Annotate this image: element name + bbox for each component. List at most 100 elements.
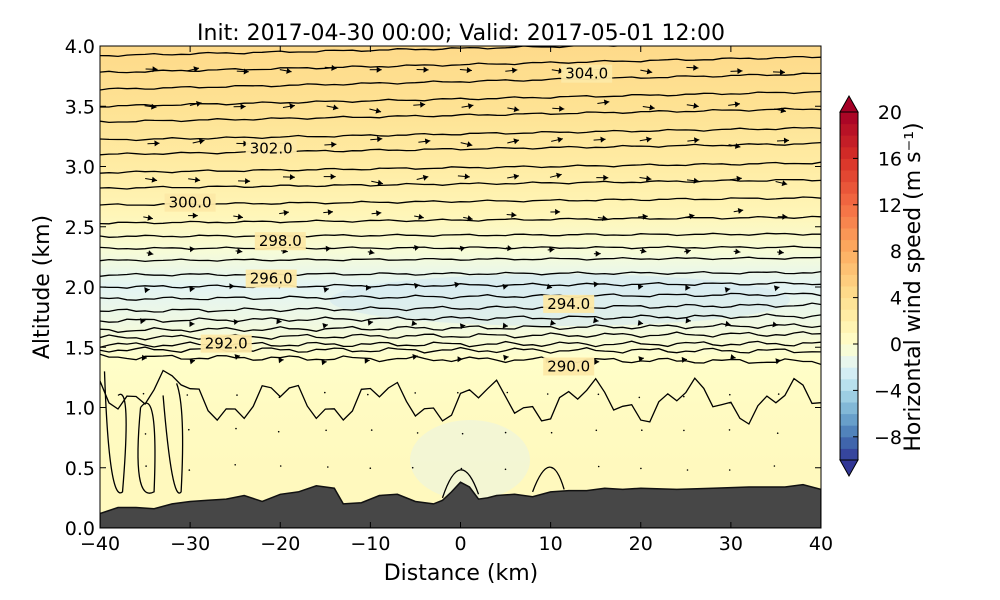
wind-vector bbox=[233, 213, 244, 220]
closed-contour-loop bbox=[531, 466, 565, 493]
wind-vector bbox=[324, 64, 337, 71]
wind-vector bbox=[504, 468, 507, 471]
wind-vector bbox=[772, 69, 786, 76]
wind-vector bbox=[234, 354, 241, 360]
colorbar-segment bbox=[840, 262, 858, 275]
colorbar-segment bbox=[840, 297, 858, 310]
theta-contour-line bbox=[100, 161, 821, 174]
y-tick-label: 1.5 bbox=[65, 337, 95, 359]
wind-vector bbox=[326, 104, 339, 111]
wind-vector bbox=[235, 248, 243, 255]
colorbar-segment bbox=[840, 367, 858, 380]
wind-vector bbox=[458, 245, 466, 252]
wind-vector bbox=[686, 64, 699, 71]
closed-contour-loop bbox=[441, 469, 480, 499]
closed-contour-loop bbox=[137, 402, 156, 494]
wind-vector bbox=[186, 394, 189, 396]
theta-contour-line bbox=[100, 107, 821, 124]
wind-vector bbox=[729, 175, 742, 182]
colorbar-segment bbox=[840, 286, 858, 299]
wind-vector bbox=[549, 172, 562, 179]
terrain bbox=[100, 481, 821, 528]
wind-vector bbox=[773, 465, 776, 467]
wind-vector bbox=[279, 465, 282, 467]
boundary-layer-contour bbox=[100, 369, 821, 425]
x-tick-label: 30 bbox=[719, 533, 743, 555]
colorbar-segment bbox=[840, 332, 858, 345]
wind-vector bbox=[147, 140, 160, 147]
wind-vector bbox=[364, 357, 370, 364]
wind-vector bbox=[370, 429, 373, 431]
wind-vector bbox=[728, 429, 731, 431]
wind-vector bbox=[552, 105, 565, 112]
wind-vector bbox=[547, 246, 555, 253]
wind-vector bbox=[505, 67, 518, 74]
colorbar-frame bbox=[839, 111, 859, 461]
wind-vector bbox=[459, 67, 472, 74]
wind-vector bbox=[773, 285, 780, 292]
wind-vector bbox=[460, 467, 463, 470]
wind-vector bbox=[188, 246, 195, 253]
wind-vector bbox=[505, 245, 513, 252]
wind-vector bbox=[776, 137, 790, 144]
wind-vector bbox=[641, 429, 643, 432]
colorbar-segment bbox=[840, 355, 858, 368]
wind-vector bbox=[324, 141, 337, 148]
wind-vector bbox=[146, 250, 154, 257]
wind-vector bbox=[416, 174, 429, 181]
wind-vector bbox=[229, 283, 235, 290]
wind-vector bbox=[145, 176, 158, 183]
contour-label-bg bbox=[245, 269, 297, 288]
wind-vector bbox=[639, 247, 647, 254]
wind-vector bbox=[777, 213, 788, 220]
wind-vector bbox=[279, 209, 289, 216]
colorbar-segment bbox=[840, 112, 858, 125]
colorbar-segment bbox=[840, 413, 858, 426]
wind-vector bbox=[457, 356, 463, 363]
wind-vector bbox=[411, 466, 414, 469]
wind-vector bbox=[507, 138, 520, 145]
contour-label-bg bbox=[164, 193, 216, 212]
wind-vector bbox=[142, 392, 145, 395]
y-axis-label: Altitude (km) bbox=[30, 215, 55, 359]
theta-contour-line bbox=[100, 55, 821, 74]
wind-vector bbox=[143, 214, 153, 221]
wind-vector bbox=[412, 354, 418, 360]
wind-vector bbox=[593, 136, 606, 143]
wind-vector bbox=[188, 212, 198, 219]
contour-label: 302.0 bbox=[250, 139, 293, 157]
colorbar-segment bbox=[840, 448, 858, 461]
wind-vector bbox=[282, 103, 295, 110]
wind-vector bbox=[685, 284, 691, 291]
contour-label: 296.0 bbox=[250, 270, 293, 288]
wind-vector bbox=[733, 248, 741, 255]
theta-contour-line bbox=[100, 90, 821, 108]
colorbar-segment bbox=[840, 158, 858, 171]
wind-vector bbox=[503, 354, 509, 361]
theta-contours bbox=[100, 46, 821, 366]
wind-vector bbox=[728, 143, 741, 149]
wind-vector bbox=[323, 286, 330, 293]
theta-contour-line bbox=[100, 256, 821, 263]
wind-vector bbox=[777, 249, 784, 256]
wind-vector bbox=[686, 102, 699, 109]
wind-vector bbox=[774, 107, 787, 114]
wind-vector bbox=[367, 393, 369, 396]
colorbar-segment bbox=[840, 251, 858, 264]
theta-contour-line bbox=[100, 196, 821, 206]
wind-vector bbox=[687, 137, 700, 144]
wind-vector bbox=[238, 178, 251, 185]
wind-vector bbox=[724, 287, 731, 293]
contour-label-bg bbox=[254, 232, 306, 251]
colorbar-segment bbox=[840, 146, 858, 159]
wind-vector bbox=[145, 66, 158, 73]
wind-vector bbox=[502, 283, 509, 290]
wind-vector bbox=[642, 104, 655, 111]
colorbar-label: Horizontal wind speed (m s⁻¹) bbox=[901, 122, 926, 451]
contour-label: 294.0 bbox=[547, 295, 590, 313]
wind-vector bbox=[192, 138, 205, 145]
wind-vector bbox=[369, 467, 372, 470]
wind-vector bbox=[324, 391, 326, 394]
contour-label-bg bbox=[543, 357, 595, 376]
